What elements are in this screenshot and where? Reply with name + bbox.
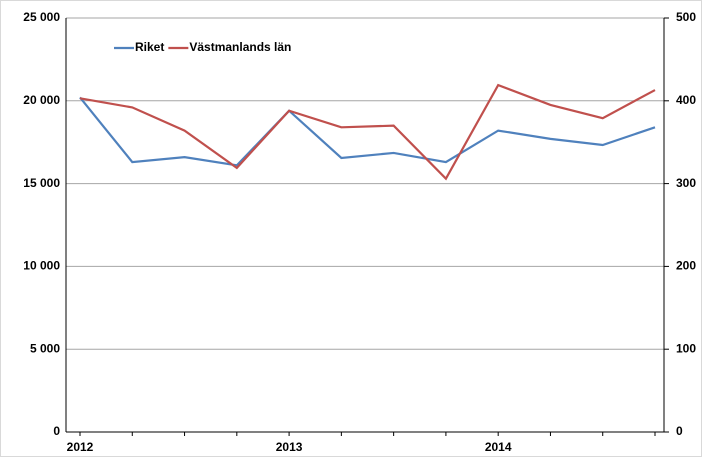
y-tick-label: 20 000 <box>23 93 60 107</box>
x-tick-label: 2013 <box>276 440 303 454</box>
y-tick-label: 5 000 <box>30 341 60 355</box>
y-tick-label: 10 000 <box>23 259 60 273</box>
y-tick-label: 25 000 <box>23 10 60 24</box>
legend-label: Västmanlands län <box>189 40 291 54</box>
y2-tick-label: 100 <box>676 341 696 355</box>
legend-label: Riket <box>135 40 164 54</box>
line-series <box>79 83 656 181</box>
y2-tick-label: 500 <box>676 10 696 24</box>
y2-tick-label: 400 <box>676 93 696 107</box>
x-tick-label: 2012 <box>67 440 94 454</box>
y2-tick-label: 300 <box>676 176 696 190</box>
x-tick-label: 2014 <box>485 440 512 454</box>
y2-tick-label: 200 <box>676 259 696 273</box>
y-tick-label: 15 000 <box>23 176 60 190</box>
y-tick-label: 0 <box>53 424 60 438</box>
y2-tick-label: 0 <box>676 424 683 438</box>
line-series <box>79 96 656 167</box>
